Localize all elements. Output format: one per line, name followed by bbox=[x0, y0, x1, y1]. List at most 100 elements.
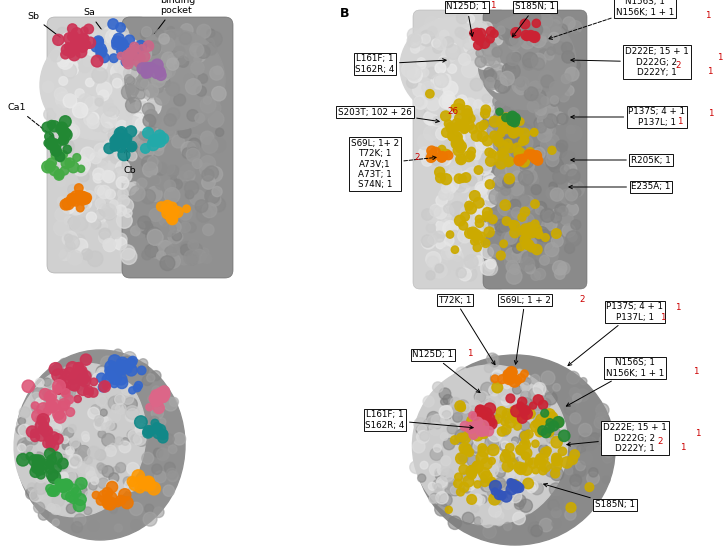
Circle shape bbox=[480, 102, 491, 113]
Circle shape bbox=[478, 191, 487, 200]
Circle shape bbox=[413, 441, 425, 453]
Circle shape bbox=[509, 441, 518, 450]
Circle shape bbox=[528, 481, 538, 491]
Circle shape bbox=[142, 64, 153, 75]
Circle shape bbox=[60, 199, 71, 210]
Circle shape bbox=[127, 54, 138, 66]
Circle shape bbox=[95, 58, 107, 71]
Circle shape bbox=[114, 147, 127, 160]
Circle shape bbox=[154, 110, 164, 120]
Circle shape bbox=[96, 395, 107, 406]
Circle shape bbox=[95, 199, 105, 209]
Circle shape bbox=[553, 71, 566, 84]
Circle shape bbox=[68, 250, 82, 265]
Circle shape bbox=[502, 114, 510, 122]
Circle shape bbox=[137, 45, 145, 53]
Circle shape bbox=[518, 125, 529, 137]
Circle shape bbox=[501, 185, 510, 195]
Circle shape bbox=[419, 147, 432, 160]
Circle shape bbox=[44, 108, 56, 120]
Circle shape bbox=[507, 478, 514, 486]
Circle shape bbox=[91, 477, 99, 485]
Circle shape bbox=[104, 43, 117, 57]
Circle shape bbox=[447, 230, 462, 246]
Circle shape bbox=[60, 116, 71, 128]
Circle shape bbox=[142, 376, 152, 386]
Circle shape bbox=[502, 461, 513, 472]
Circle shape bbox=[143, 114, 156, 127]
Circle shape bbox=[406, 64, 421, 80]
Circle shape bbox=[81, 82, 96, 97]
Circle shape bbox=[486, 71, 497, 83]
Circle shape bbox=[55, 170, 64, 179]
Circle shape bbox=[498, 481, 507, 490]
Circle shape bbox=[457, 41, 467, 52]
Circle shape bbox=[454, 175, 468, 189]
Circle shape bbox=[133, 113, 142, 122]
Circle shape bbox=[50, 487, 58, 495]
Circle shape bbox=[462, 109, 473, 120]
Circle shape bbox=[118, 149, 130, 161]
Circle shape bbox=[417, 431, 429, 443]
Circle shape bbox=[545, 392, 557, 405]
Circle shape bbox=[142, 480, 153, 491]
Circle shape bbox=[556, 140, 568, 152]
Circle shape bbox=[486, 455, 494, 463]
Circle shape bbox=[435, 63, 446, 73]
Circle shape bbox=[566, 203, 579, 215]
Circle shape bbox=[423, 126, 438, 140]
Circle shape bbox=[423, 396, 434, 407]
Circle shape bbox=[451, 24, 462, 34]
Circle shape bbox=[488, 445, 499, 456]
Circle shape bbox=[510, 118, 519, 127]
Circle shape bbox=[494, 152, 502, 160]
Circle shape bbox=[486, 77, 494, 87]
Circle shape bbox=[521, 207, 530, 216]
Circle shape bbox=[103, 501, 111, 509]
Circle shape bbox=[541, 97, 549, 105]
Circle shape bbox=[129, 182, 139, 191]
Circle shape bbox=[514, 37, 528, 51]
Circle shape bbox=[531, 154, 539, 162]
Circle shape bbox=[429, 495, 438, 503]
Text: B: B bbox=[340, 7, 350, 20]
Circle shape bbox=[203, 89, 215, 100]
Circle shape bbox=[483, 55, 494, 66]
Circle shape bbox=[462, 471, 471, 481]
Circle shape bbox=[443, 204, 453, 213]
Circle shape bbox=[153, 402, 164, 413]
Circle shape bbox=[473, 31, 483, 42]
Circle shape bbox=[532, 58, 545, 70]
Circle shape bbox=[435, 219, 451, 234]
Circle shape bbox=[31, 400, 45, 413]
Circle shape bbox=[439, 94, 454, 109]
Circle shape bbox=[496, 468, 505, 478]
Circle shape bbox=[485, 70, 497, 82]
Circle shape bbox=[36, 471, 45, 479]
Circle shape bbox=[54, 220, 69, 236]
Circle shape bbox=[124, 120, 140, 136]
Circle shape bbox=[94, 36, 103, 46]
Circle shape bbox=[74, 40, 84, 49]
Circle shape bbox=[534, 457, 546, 468]
Circle shape bbox=[60, 105, 73, 119]
Circle shape bbox=[123, 352, 136, 365]
Circle shape bbox=[95, 418, 103, 426]
Circle shape bbox=[91, 163, 100, 172]
Circle shape bbox=[474, 432, 486, 444]
Circle shape bbox=[97, 73, 113, 88]
Circle shape bbox=[116, 27, 129, 39]
Circle shape bbox=[502, 49, 515, 62]
Circle shape bbox=[546, 418, 554, 426]
Circle shape bbox=[126, 85, 135, 93]
Circle shape bbox=[543, 124, 555, 137]
Circle shape bbox=[501, 441, 509, 449]
Circle shape bbox=[68, 374, 79, 384]
Circle shape bbox=[481, 382, 494, 395]
Circle shape bbox=[98, 465, 108, 474]
Circle shape bbox=[158, 214, 170, 226]
Circle shape bbox=[79, 34, 89, 44]
Circle shape bbox=[102, 161, 116, 175]
Circle shape bbox=[457, 179, 470, 193]
Circle shape bbox=[515, 369, 523, 377]
